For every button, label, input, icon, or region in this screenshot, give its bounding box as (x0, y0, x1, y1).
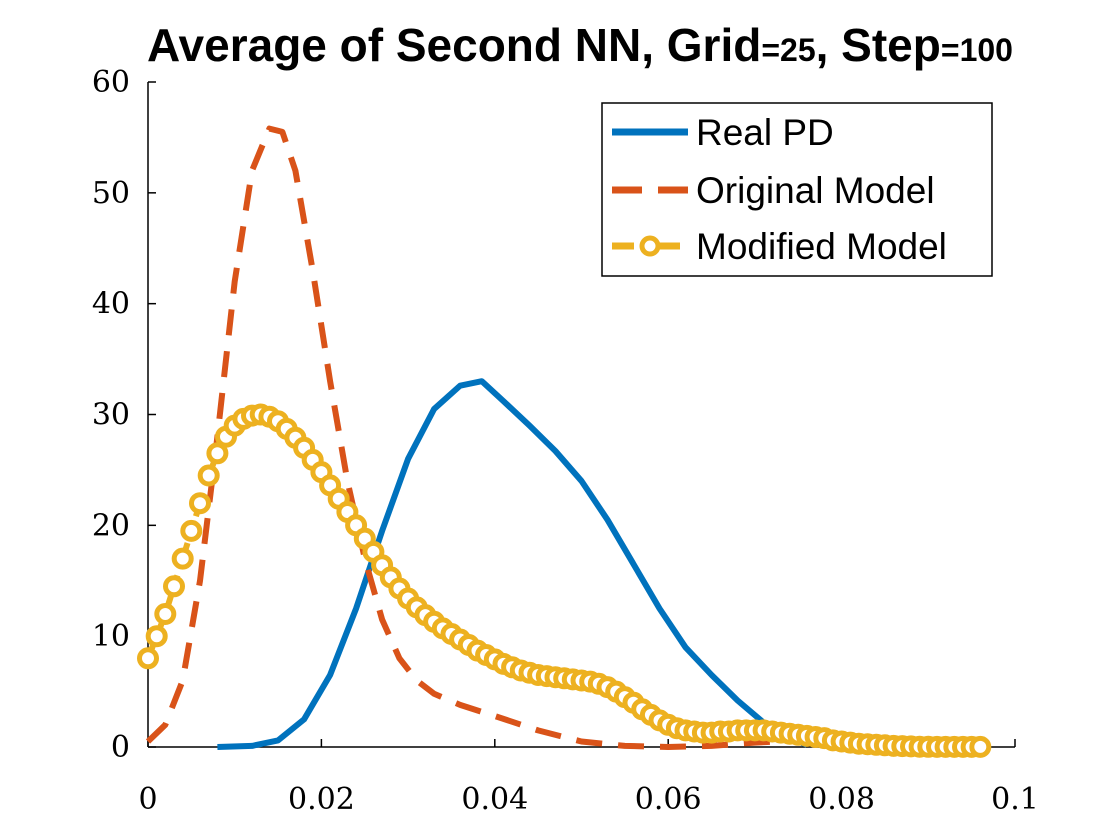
y-tick-label: 50 (92, 176, 130, 211)
series-line-real-pd (217, 378, 808, 750)
series-line-original-model (145, 125, 825, 750)
series-point-modified-model (197, 464, 220, 487)
y-tick-label: 30 (92, 398, 130, 433)
series-point-modified-model (145, 625, 168, 648)
legend-label-real-pd: Real PD (696, 112, 834, 153)
series-point-modified-model (206, 442, 229, 465)
axes: 0 10 20 30 40 50 60 0 0.02 0.04 0.06 0.08 0.1 (92, 65, 1039, 817)
y-tick-label: 40 (92, 287, 130, 322)
chart-title: Average of Second NN, Grid=25, Step=100 (147, 19, 1013, 71)
x-tick-label: 0.06 (635, 782, 702, 817)
chart-title-grid-value: =25 (761, 32, 815, 68)
y-tick-label: 10 (92, 619, 130, 654)
series-point-modified-model (154, 603, 177, 625)
series-point-modified-model (171, 547, 194, 570)
series-point-modified-model (180, 519, 203, 542)
y-tick-label: 0 (111, 730, 130, 765)
series-point-modified-model (969, 735, 992, 758)
series-layer (137, 125, 992, 758)
y-tick-label: 60 (92, 65, 130, 100)
chart-title-part1: Average of Second NN, Grid (147, 19, 761, 71)
legend-label-original-model: Original Model (696, 170, 935, 211)
x-tick-label: 0.1 (991, 782, 1039, 817)
series-point-modified-model (137, 647, 159, 670)
series-point-modified-model (163, 575, 185, 598)
legend: Real PD Original Model Modified Model (601, 102, 993, 277)
series-point-modified-model (189, 492, 211, 515)
chart-title-step-value: =100 (941, 32, 1013, 68)
x-tick-label: 0.04 (461, 782, 528, 817)
x-tick-label: 0.08 (808, 782, 875, 817)
y-tick-label: 20 (92, 508, 130, 543)
chart-title-part2: , Step (816, 19, 941, 71)
legend-label-modified-model: Modified Model (696, 226, 947, 267)
x-tick-label: 0.02 (288, 782, 355, 817)
x-tick-label: 0 (138, 782, 157, 817)
legend-marker-modified-model (639, 235, 661, 257)
